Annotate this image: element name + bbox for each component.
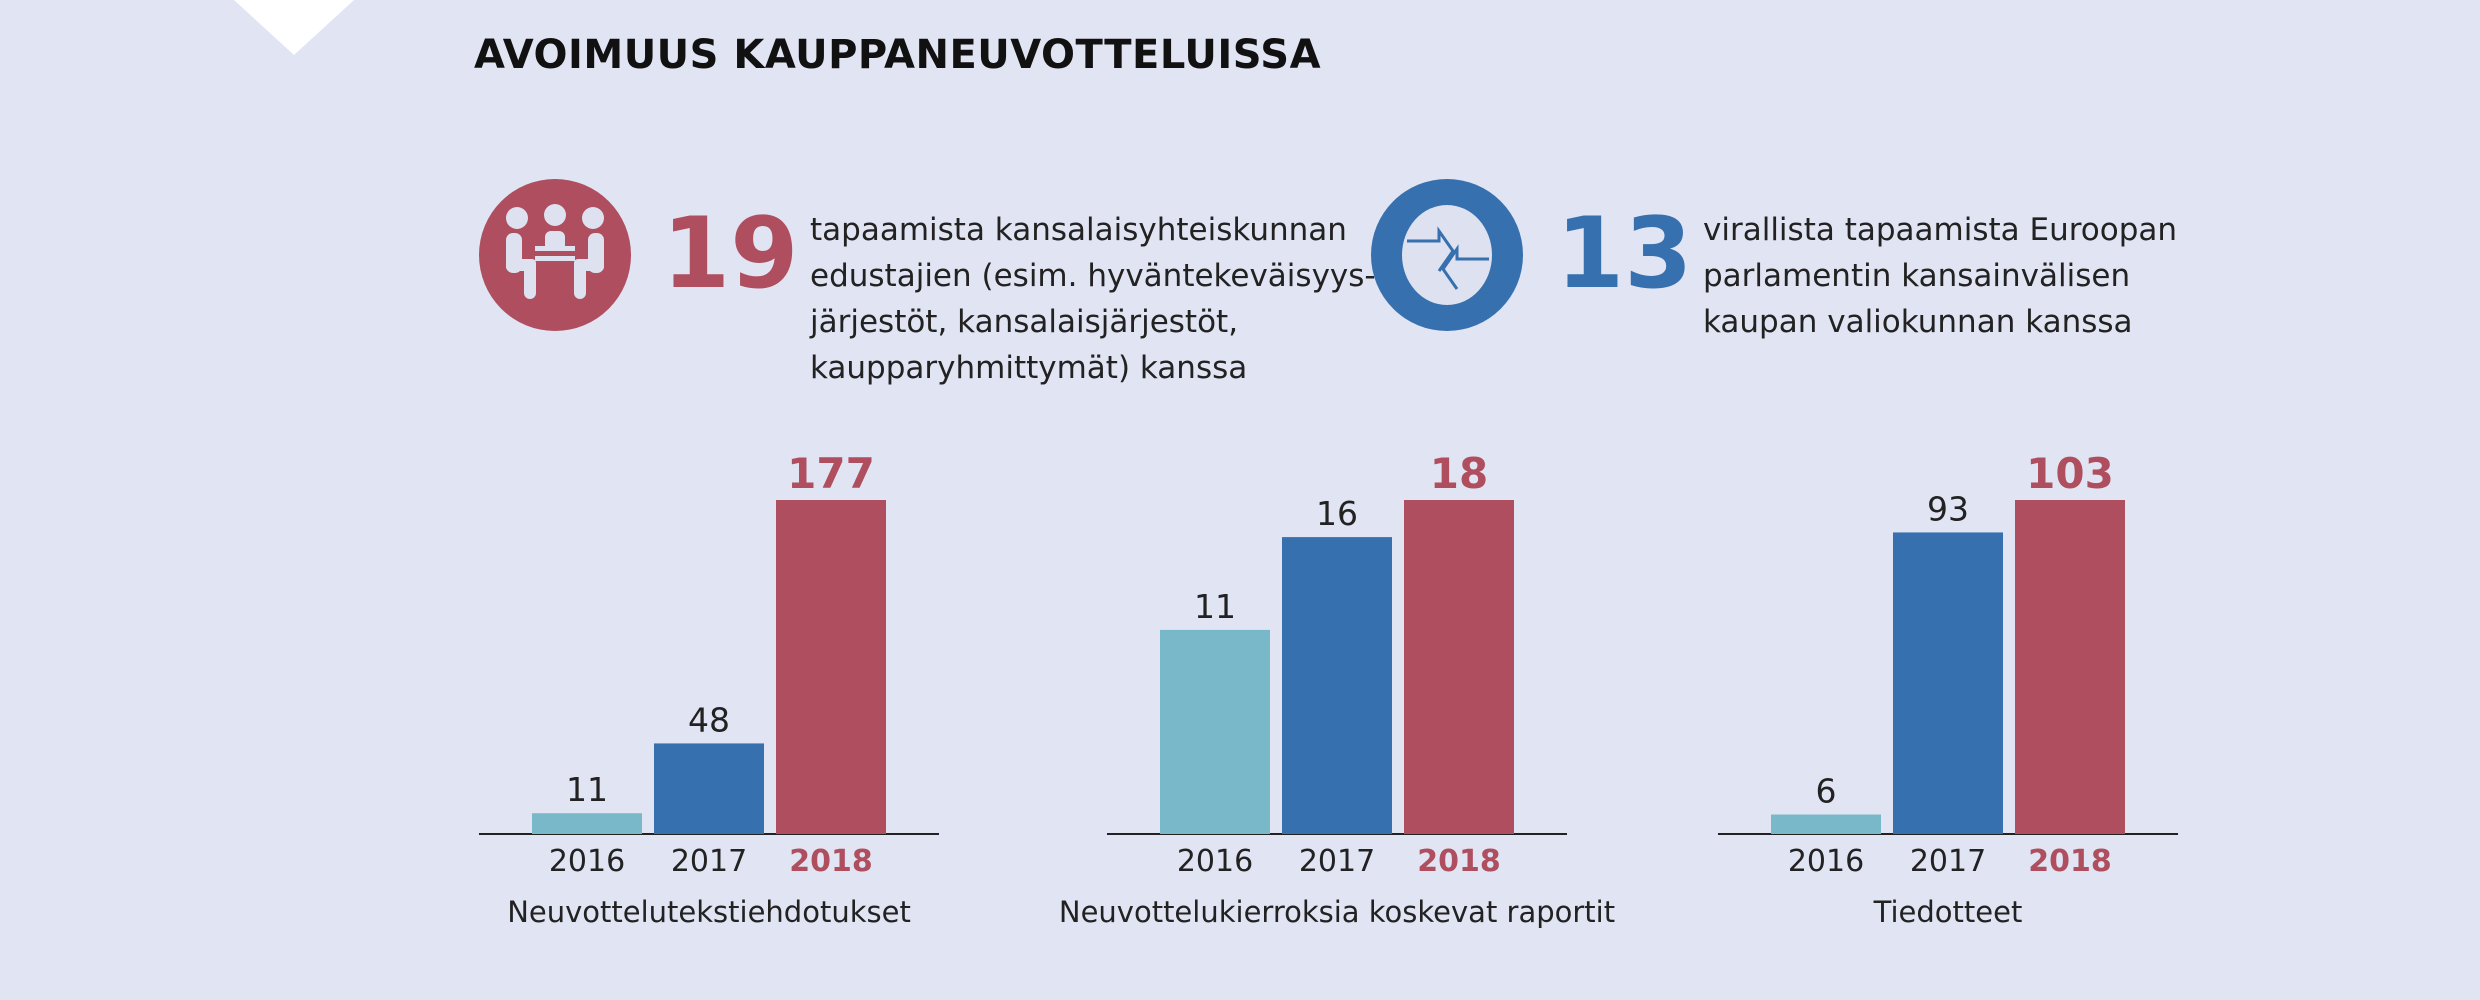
chart-round-reports: 11 2016 16 2017 18 2018 Neuvottelukierroksia … (1059, 440, 1615, 960)
bar-2016 (1771, 814, 1881, 834)
x-tick-label: 2018 (789, 844, 873, 879)
exchange-arrows-icon (1371, 179, 1523, 331)
x-tick-label: 2017 (1910, 844, 1986, 879)
stat-description-parliament: virallista tapaamista Euroopan parlament… (1703, 212, 2178, 340)
x-tick-label: 2016 (549, 844, 625, 879)
data-label: 177 (787, 449, 875, 498)
x-tick-label: 2016 (1788, 844, 1864, 879)
data-label: 93 (1927, 489, 1969, 528)
data-label: 16 (1316, 494, 1358, 533)
chart-svg: 11 2016 16 2017 18 2018 (1107, 449, 1567, 879)
people-meeting-icon (479, 179, 631, 331)
chart-svg: 6 2016 93 2017 103 2018 (1718, 449, 2178, 879)
chart-negotiation-proposals: 11 2016 48 2017 177 2018 Neuvottelutekstiehdo… (479, 440, 939, 960)
chart-svg: 11 2016 48 2017 177 2018 (479, 449, 939, 879)
chart-caption: Neuvottelutekstiehdotukset (507, 895, 911, 929)
chart-caption: Neuvottelukierroksia koskevat raportit (1058, 895, 1616, 929)
bar-2017 (1893, 532, 2003, 834)
x-tick-label: 2018 (2028, 844, 2112, 879)
stat-value-meetings-civil-society: 19 (662, 197, 799, 311)
bar-2018 (2015, 500, 2125, 834)
bar-2016 (532, 813, 642, 834)
bar-2018 (1404, 500, 1514, 834)
x-tick-label: 2017 (671, 844, 747, 879)
chart-press-releases: 6 2016 93 2017 103 2018 Tiedotteet (1718, 440, 2178, 960)
x-tick-label: 2016 (1177, 844, 1253, 879)
data-label: 18 (1430, 449, 1488, 498)
chart-caption: Tiedotteet (1873, 895, 2023, 929)
x-tick-label: 2018 (1417, 844, 1501, 879)
stat-description-civil-society: tapaamista kansalaisyhteiskunnan edustaj… (810, 212, 1376, 386)
bar-2017 (1282, 537, 1392, 834)
stat-value-meetings-parliament: 13 (1556, 197, 1693, 311)
bar-2016 (1160, 629, 1270, 834)
data-label: 103 (2026, 449, 2114, 498)
data-label: 6 (1816, 772, 1837, 811)
top-notch (234, 0, 354, 55)
page-title: AVOIMUUS KAUPPANEUVOTTELUISSA (474, 32, 1322, 78)
data-label: 11 (1194, 587, 1236, 626)
data-label: 11 (566, 770, 608, 809)
bar-2018 (776, 500, 886, 834)
data-label: 48 (688, 700, 730, 739)
bar-2017 (654, 743, 764, 834)
x-tick-label: 2017 (1299, 844, 1375, 879)
